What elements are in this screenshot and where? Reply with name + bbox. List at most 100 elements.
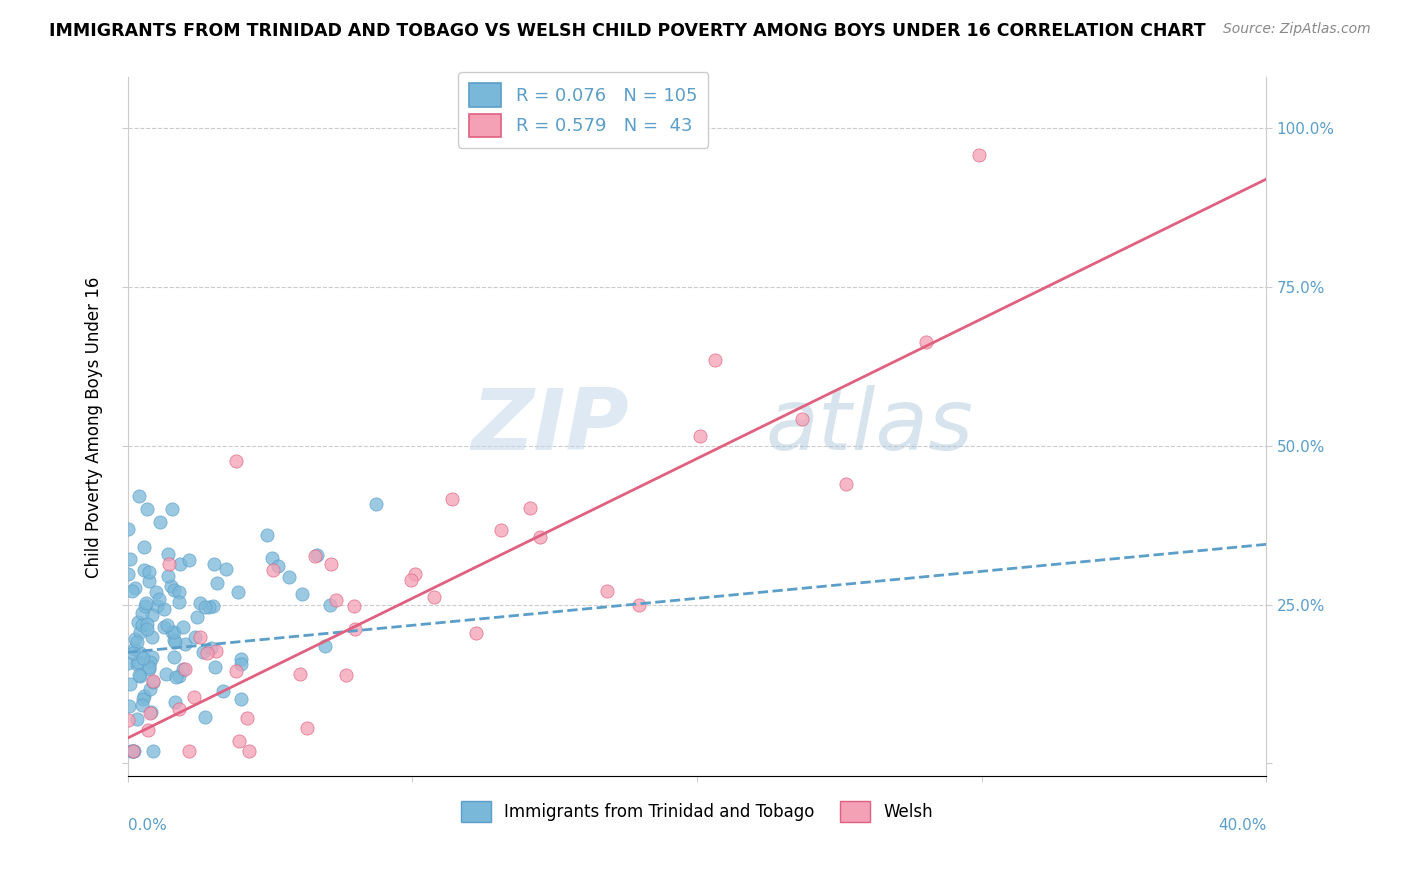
Point [160, 579, 183, 593]
Text: 0.0%: 0.0% [128, 818, 166, 833]
Point [188, 596, 211, 610]
Point [132, 690, 155, 704]
Point [325, 593, 347, 607]
Point [529, 530, 551, 544]
Point [117, 567, 139, 582]
Point [131, 606, 153, 620]
Point [122, 744, 145, 758]
Point [122, 744, 145, 758]
Point [314, 640, 336, 654]
Point [131, 650, 153, 665]
Point [628, 598, 651, 612]
Point [145, 599, 167, 613]
Text: 40.0%: 40.0% [1218, 818, 1267, 833]
Point [127, 712, 149, 726]
Point [228, 734, 250, 748]
Point [118, 698, 141, 713]
Point [131, 698, 153, 712]
Point [142, 674, 165, 689]
Point [139, 655, 162, 669]
Point [134, 599, 156, 613]
Point [117, 522, 139, 536]
Point [183, 690, 205, 704]
Point [165, 670, 187, 684]
Point [172, 620, 194, 634]
Point [260, 551, 283, 566]
Point [121, 646, 143, 660]
Point [262, 563, 284, 577]
Point [202, 599, 225, 613]
Point [138, 659, 160, 673]
Point [135, 622, 157, 636]
Point [288, 666, 311, 681]
Point [231, 692, 253, 706]
Point [153, 602, 176, 616]
Point [139, 706, 162, 721]
Point [297, 721, 319, 735]
Point [364, 497, 387, 511]
Point [335, 668, 357, 682]
Point [188, 631, 211, 645]
Point [121, 583, 143, 598]
Point [399, 573, 422, 587]
Point [127, 634, 149, 648]
Point [127, 657, 149, 672]
Point [225, 664, 247, 678]
Point [404, 566, 426, 581]
Point [127, 655, 149, 669]
Point [321, 557, 343, 571]
Point [142, 675, 165, 690]
Point [131, 618, 153, 632]
Point [704, 353, 727, 368]
Point [118, 551, 141, 566]
Point [200, 640, 222, 655]
Point [465, 626, 488, 640]
Point [156, 569, 179, 583]
Point [198, 600, 221, 615]
Point [202, 558, 225, 572]
Point [134, 562, 156, 576]
Point [128, 669, 150, 683]
Point [179, 744, 201, 758]
Point [142, 744, 165, 758]
Point [256, 528, 278, 542]
Point [141, 630, 163, 644]
Point [236, 711, 259, 725]
Point [135, 617, 157, 632]
Point [128, 625, 150, 640]
Point [145, 584, 167, 599]
Point [489, 523, 512, 537]
Point [139, 681, 162, 696]
Point [122, 744, 145, 758]
Point [266, 558, 288, 573]
Point [177, 553, 200, 567]
Point [194, 710, 217, 724]
Point [148, 591, 170, 606]
Point [169, 557, 191, 571]
Point [967, 148, 990, 162]
Point [191, 645, 214, 659]
Point [440, 491, 463, 506]
Point [195, 647, 218, 661]
Text: ZIP: ZIP [471, 385, 628, 468]
Point [519, 500, 541, 515]
Point [120, 744, 142, 758]
Point [790, 412, 813, 426]
Text: atlas: atlas [765, 385, 973, 468]
Point [129, 646, 152, 660]
Point [160, 625, 183, 640]
Point [135, 502, 157, 516]
Point [204, 644, 226, 658]
Point [291, 587, 314, 601]
Point [184, 630, 207, 644]
Point [186, 610, 208, 624]
Point [167, 669, 190, 683]
Point [148, 515, 170, 529]
Point [174, 663, 197, 677]
Point [134, 541, 156, 555]
Point [128, 489, 150, 503]
Point [319, 599, 342, 613]
Text: Source: ZipAtlas.com: Source: ZipAtlas.com [1223, 22, 1371, 37]
Point [163, 649, 186, 664]
Point [122, 642, 145, 657]
